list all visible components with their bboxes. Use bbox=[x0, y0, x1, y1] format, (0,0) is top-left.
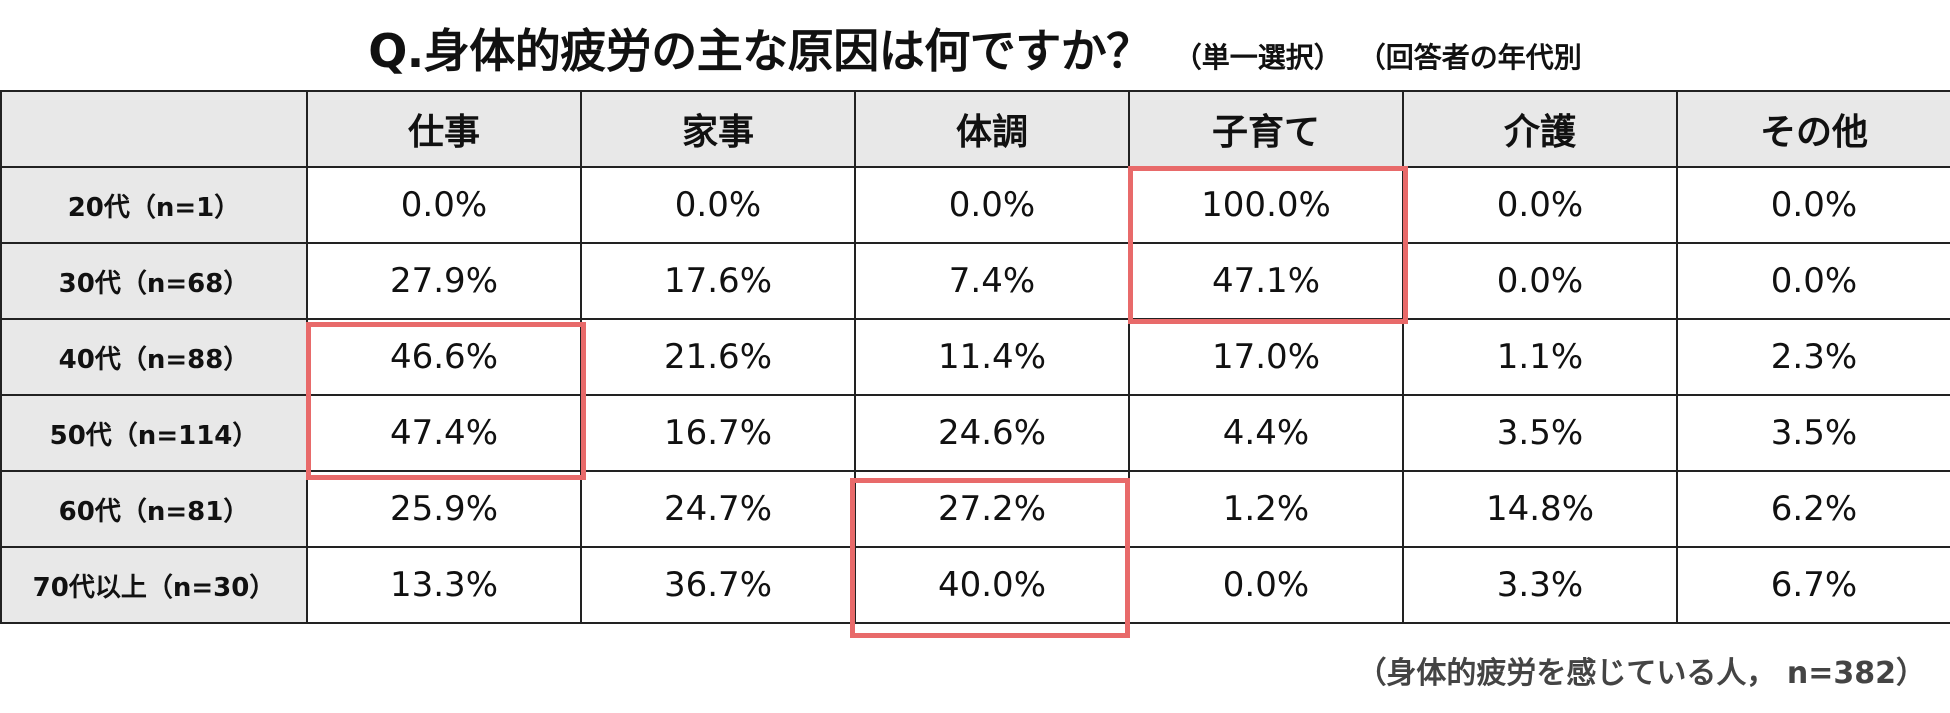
row-label: 50代（n=114） bbox=[0, 394, 308, 472]
row-label: 40代（n=88） bbox=[0, 318, 308, 396]
row-label: 20代（n=1） bbox=[0, 166, 308, 244]
table-cell: 40.0% bbox=[854, 546, 1130, 624]
row-label: 60代（n=81） bbox=[0, 470, 308, 548]
table-cell: 17.0% bbox=[1128, 318, 1404, 396]
title-breakdown-note: （回答者の年代別 bbox=[1371, 41, 1582, 74]
row-label: 70代以上（n=30） bbox=[0, 546, 308, 624]
table-cell: 0.0% bbox=[1402, 242, 1678, 320]
table-cell: 27.9% bbox=[306, 242, 582, 320]
column-header: 介護 bbox=[1402, 90, 1678, 168]
table-cell: 17.6% bbox=[580, 242, 856, 320]
table-cell: 3.5% bbox=[1402, 394, 1678, 472]
table-cell: 25.9% bbox=[306, 470, 582, 548]
table-row: 70代以上（n=30） 13.3% 36.7% 40.0% 0.0% 3.3% … bbox=[0, 546, 1950, 624]
table-cell: 24.7% bbox=[580, 470, 856, 548]
column-header: その他 bbox=[1676, 90, 1950, 168]
table-cell: 0.0% bbox=[854, 166, 1130, 244]
data-table: 仕事 家事 体調 子育て 介護 その他 20代（n=1） 0.0% 0.0% 0… bbox=[0, 90, 1950, 624]
table-cell: 46.6% bbox=[306, 318, 582, 396]
table-cell: 13.3% bbox=[306, 546, 582, 624]
table-row: 50代（n=114） 47.4% 16.7% 24.6% 4.4% 3.5% 3… bbox=[0, 394, 1950, 472]
table-cell: 100.0% bbox=[1128, 166, 1404, 244]
table-row: 40代（n=88） 46.6% 21.6% 11.4% 17.0% 1.1% 2… bbox=[0, 318, 1950, 396]
table-cell: 1.2% bbox=[1128, 470, 1404, 548]
table-cell: 0.0% bbox=[580, 166, 856, 244]
header-row: 仕事 家事 体調 子育て 介護 その他 bbox=[0, 90, 1950, 168]
table-cell: 14.8% bbox=[1402, 470, 1678, 548]
table-cell: 4.4% bbox=[1128, 394, 1404, 472]
table-cell: 0.0% bbox=[1676, 166, 1950, 244]
footnote: （身体的疲労を感じている人， n=382） bbox=[1356, 656, 1926, 691]
table-cell: 7.4% bbox=[854, 242, 1130, 320]
table-cell: 16.7% bbox=[580, 394, 856, 472]
table-cell: 47.1% bbox=[1128, 242, 1404, 320]
table-cell: 6.2% bbox=[1676, 470, 1950, 548]
table-row: 20代（n=1） 0.0% 0.0% 0.0% 100.0% 0.0% 0.0% bbox=[0, 166, 1950, 244]
column-header: 体調 bbox=[854, 90, 1130, 168]
table-cell: 0.0% bbox=[1128, 546, 1404, 624]
column-header: 子育て bbox=[1128, 90, 1404, 168]
row-label: 30代（n=68） bbox=[0, 242, 308, 320]
table-cell: 1.1% bbox=[1402, 318, 1678, 396]
title-main: Q.身体的疲労の主な原因は何ですか？ bbox=[368, 24, 1152, 78]
corner-cell bbox=[0, 90, 308, 168]
column-header: 家事 bbox=[580, 90, 856, 168]
chart-title: Q.身体的疲労の主な原因は何ですか？ （単一選択） （回答者の年代別 bbox=[0, 18, 1950, 95]
table-cell: 0.0% bbox=[1676, 242, 1950, 320]
table-cell: 24.6% bbox=[854, 394, 1130, 472]
table-cell: 6.7% bbox=[1676, 546, 1950, 624]
table-row: 60代（n=81） 25.9% 24.7% 27.2% 1.2% 14.8% 6… bbox=[0, 470, 1950, 548]
column-header: 仕事 bbox=[306, 90, 582, 168]
table-cell: 27.2% bbox=[854, 470, 1130, 548]
table-cell: 36.7% bbox=[580, 546, 856, 624]
table-cell: 0.0% bbox=[1402, 166, 1678, 244]
table-cell: 2.3% bbox=[1676, 318, 1950, 396]
table-cell: 21.6% bbox=[580, 318, 856, 396]
table-cell: 47.4% bbox=[306, 394, 582, 472]
table-cell: 3.3% bbox=[1402, 546, 1678, 624]
table-cell: 11.4% bbox=[854, 318, 1130, 396]
table-cell: 0.0% bbox=[306, 166, 582, 244]
title-selection-note: （単一選択） bbox=[1173, 41, 1342, 74]
table-row: 30代（n=68） 27.9% 17.6% 7.4% 47.1% 0.0% 0.… bbox=[0, 242, 1950, 320]
table-cell: 3.5% bbox=[1676, 394, 1950, 472]
